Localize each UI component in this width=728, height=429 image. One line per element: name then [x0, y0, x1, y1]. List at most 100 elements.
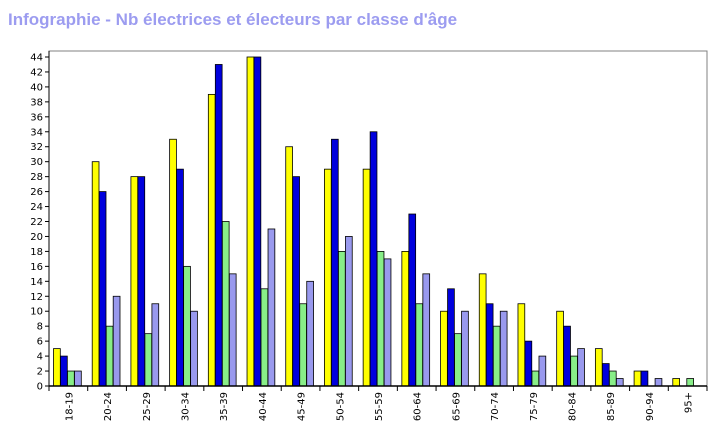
x-tick-label: 80-84: [568, 392, 579, 421]
y-tick-label: 0: [37, 382, 43, 393]
y-tick-label: 24: [30, 202, 43, 213]
y-tick-label: 42: [30, 67, 43, 78]
plot-area: 0246810121416182022242628303234363840424…: [30, 50, 708, 421]
bar: [383, 258, 392, 387]
bar: [499, 310, 508, 387]
bar: [228, 273, 237, 387]
bar: [60, 355, 68, 387]
y-tick-label: 14: [30, 277, 43, 288]
y-tick-label: 18: [30, 247, 43, 258]
y-tick-label: 30: [30, 157, 43, 168]
bar: [53, 348, 61, 387]
bar: [563, 325, 571, 387]
y-tick-label: 10: [30, 307, 43, 318]
bar: [324, 168, 332, 387]
y-tick-label: 20: [30, 232, 43, 243]
x-tick-label: 70-74: [490, 392, 501, 421]
x-tick-label: 55-59: [374, 392, 385, 421]
x-tick-label: 75-79: [529, 392, 540, 421]
x-tick-label: 18-19: [64, 392, 75, 421]
bar: [105, 325, 114, 387]
bar: [517, 303, 526, 387]
bar: [67, 370, 75, 387]
bar: [686, 378, 694, 387]
x-tick-label: 25-29: [142, 392, 153, 421]
bar: [408, 213, 417, 387]
bar: [98, 191, 107, 387]
bar: [299, 303, 307, 387]
x-tick-label: 20-24: [103, 392, 114, 421]
bar: [601, 363, 610, 387]
y-tick-label: 26: [30, 187, 43, 198]
bar: [137, 176, 146, 387]
x-tick-label: 65-69: [451, 392, 462, 421]
bar: [267, 228, 276, 387]
bar: [633, 370, 642, 387]
bar: [556, 310, 564, 387]
x-tick-label: 35-39: [219, 392, 230, 421]
x-tick-label: 85-89: [606, 392, 617, 421]
bar: [112, 295, 121, 387]
bar: [492, 325, 501, 387]
bar: [369, 131, 378, 387]
y-tick-label: 2: [37, 367, 43, 378]
x-tick-label: 95+: [684, 392, 695, 413]
y-tick-label: 6: [37, 337, 43, 348]
bar: [285, 146, 293, 387]
bar: [246, 56, 255, 387]
y-tick-label: 4: [37, 352, 43, 363]
bar: [440, 310, 448, 387]
bar: [91, 161, 100, 387]
y-tick-label: 28: [30, 172, 43, 183]
y-tick-label: 38: [30, 97, 43, 108]
bar: [260, 288, 269, 387]
bar: [345, 236, 353, 387]
bar: [183, 265, 191, 387]
bar: [524, 340, 533, 387]
x-tick-label: 90-94: [645, 392, 656, 421]
bar: [214, 64, 223, 387]
y-tick-label: 16: [30, 262, 43, 273]
bar: [672, 378, 680, 387]
y-tick-label: 22: [30, 217, 43, 228]
y-tick-label: 36: [30, 112, 43, 123]
bar: [654, 378, 663, 387]
x-tick-label: 30-34: [180, 392, 191, 421]
bar: [338, 251, 346, 387]
x-tick-label: 50-54: [335, 392, 346, 421]
bar: [221, 221, 230, 387]
bar: [531, 370, 540, 387]
bar: [190, 310, 198, 387]
bar: [144, 333, 153, 387]
bar: [608, 370, 617, 387]
bar: [538, 355, 547, 387]
bar: [253, 56, 262, 387]
bar: [478, 273, 487, 387]
bar: [461, 310, 469, 387]
bar: [331, 138, 339, 387]
bar: [207, 93, 216, 387]
bar: [401, 251, 410, 387]
bar: [292, 176, 300, 387]
y-tick-label: 40: [30, 82, 43, 93]
bar: [594, 348, 603, 387]
y-tick-label: 32: [30, 142, 43, 153]
bar: [376, 251, 385, 387]
bar: [454, 333, 462, 387]
bar: [415, 303, 424, 387]
bar: [306, 280, 314, 387]
y-tick-label: 34: [30, 127, 43, 138]
bar: [447, 288, 455, 387]
bar: [362, 168, 371, 387]
bar: [422, 273, 431, 387]
x-tick-label: 60-64: [413, 392, 424, 421]
bar: [485, 303, 494, 387]
x-tick-label: 45-49: [297, 392, 308, 421]
bar: [577, 348, 585, 387]
x-tick-label: 40-44: [258, 392, 269, 421]
bar: [74, 370, 82, 387]
bar: [570, 355, 578, 387]
chart-title: Infographie - Nb électrices et électeurs…: [8, 10, 458, 29]
bar: [640, 370, 649, 387]
